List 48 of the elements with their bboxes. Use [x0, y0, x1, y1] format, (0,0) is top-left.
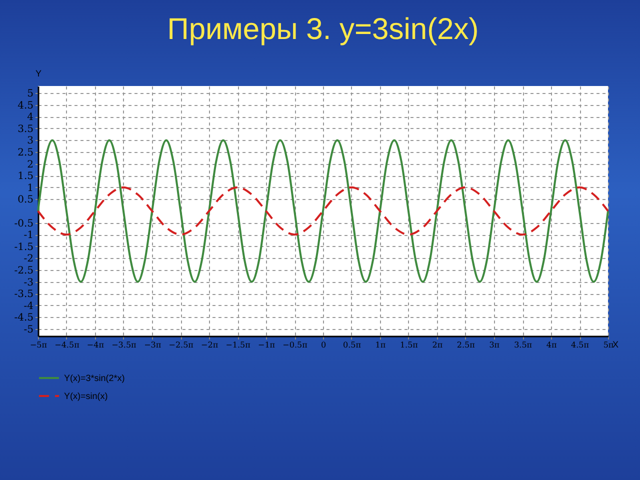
x-tick-label: −5π [30, 340, 48, 350]
x-tick-label: 0.5π [342, 340, 361, 350]
line-series [37, 139, 609, 283]
x-tick-label: 2.5π [456, 340, 475, 350]
y-tick-label: -1 [24, 230, 34, 242]
x-tick-label: −4.5π [54, 340, 80, 350]
x-tick-label: −1.5π [226, 340, 250, 350]
x-tick-label: 3π [489, 340, 500, 350]
y-axis-title: Y [35, 68, 42, 78]
y-tick-label: 4.5 [18, 100, 34, 112]
y-tick-label: -3.5 [14, 289, 34, 300]
x-tick-label: 0 [320, 340, 326, 350]
x-tick-label: 4π [546, 340, 557, 350]
legend-label: Y(x)=3*sin(2*x) [64, 373, 125, 383]
x-tick-label: 5π [603, 340, 614, 350]
y-tick-label: -3 [24, 277, 34, 288]
x-tick-label: −3.5π [112, 340, 136, 350]
y-tick-label: 3.5 [18, 124, 34, 135]
x-tick-label: 4.5π [571, 340, 590, 350]
x-tick-label: −2.5π [168, 340, 194, 350]
y-tick-label: -1.5 [14, 242, 34, 253]
y-tick-label: 5 [27, 88, 34, 100]
x-tick-label: 2π [432, 340, 443, 350]
y-tick-label: -4.5 [14, 312, 34, 324]
y-tick-label: -4 [24, 300, 34, 312]
y-tick-label: -2 [24, 254, 34, 265]
y-tick-label: 4 [27, 112, 34, 124]
y-tick-label: 1.5 [18, 171, 34, 182]
y-tick-label: 2.5 [18, 148, 34, 159]
x-tick-label: −0.5π [282, 340, 308, 350]
y-tick-label: 0.5 [18, 194, 34, 206]
x-tick-label: −1π [258, 340, 276, 350]
y-tick-label: 3 [27, 136, 34, 147]
line-series [37, 186, 609, 236]
x-tick-label: −3π [144, 340, 162, 350]
y-tick-label: 2 [27, 159, 34, 170]
y-tick-label: -5 [24, 324, 34, 336]
y-tick-label: 1 [27, 182, 34, 194]
legend-label: Y(x)=sin(x) [64, 391, 108, 401]
y-tick-label: -2.5 [14, 265, 34, 276]
chart-title: Примеры 3. y=3sin(2x) [167, 13, 479, 46]
x-axis-title: X [612, 340, 618, 350]
x-tick-label: 1.5π [400, 340, 418, 350]
x-tick-label: 3.5π [514, 340, 532, 350]
x-tick-label: −4π [86, 340, 104, 350]
x-tick-label: 1π [375, 340, 386, 350]
y-tick-label: -0.5 [14, 218, 34, 230]
x-tick-label: −2π [201, 340, 218, 350]
